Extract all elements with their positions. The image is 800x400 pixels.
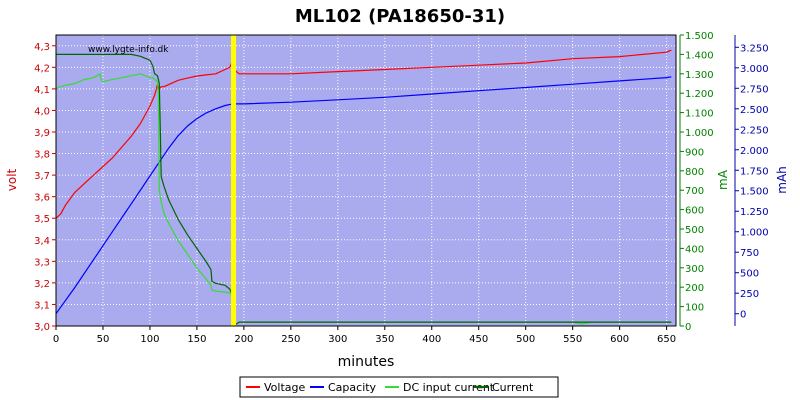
mah-tick-label: 0 (740, 310, 746, 321)
x-tick-label: 350 (375, 334, 394, 345)
ma-tick-label: 200 (685, 283, 704, 294)
volt-tick-label: 3,4 (34, 236, 50, 247)
volt-tick-label: 3,0 (34, 322, 50, 333)
x-axis-ticks: 0 50 100 150 200 250 300 350 400 450 500 550 600 650 (53, 326, 676, 345)
ma-tick-label: 1.300 (685, 70, 714, 81)
volt-tick-label: 4,0 (34, 106, 50, 117)
mah-tick-label: 1.750 (740, 166, 769, 177)
x-tick-label: 500 (516, 334, 535, 345)
ma-axis-label: mA (716, 169, 730, 190)
mah-tick-label: 1.500 (740, 187, 769, 198)
x-tick-label: 450 (469, 334, 488, 345)
chart-title: ML102 (PA18650-31) (295, 6, 505, 27)
volt-tick-label: 3,3 (34, 257, 50, 268)
ma-tick-label: 300 (685, 264, 704, 275)
volt-tick-label: 3,1 (34, 300, 50, 311)
x-axis-label: minutes (338, 354, 395, 370)
ma-tick-label: 900 (685, 147, 704, 158)
volt-tick-label: 4,1 (34, 85, 50, 96)
mah-tick-label: 750 (740, 248, 759, 259)
x-tick-label: 400 (422, 334, 441, 345)
mah-tick-label: 2.250 (740, 125, 769, 136)
ma-tick-label: 1.100 (685, 109, 714, 120)
legend-label: Current (492, 381, 534, 394)
volt-tick-label: 3,9 (34, 128, 50, 139)
series-line-capacity (55, 76, 672, 315)
ma-tick-label: 1.400 (685, 50, 714, 61)
x-tick-label: 550 (563, 334, 582, 345)
ma-tick-label: 0 (685, 322, 691, 333)
ma-tick-label: 1.500 (685, 31, 714, 42)
x-tick-label: 250 (281, 334, 300, 345)
volt-tick-label: 4,3 (34, 42, 50, 53)
volt-axis-label: volt (5, 168, 19, 191)
volt-tick-label: 3,2 (34, 279, 50, 290)
plot-area (56, 35, 676, 326)
volt-tick-label: 3,7 (34, 171, 50, 182)
x-tick-label: 600 (610, 334, 629, 345)
mah-tick-label: 2.500 (740, 105, 769, 116)
ma-tick-label: 800 (685, 167, 704, 178)
ma-tick-label: 100 (685, 303, 704, 314)
ma-tick-label: 700 (685, 186, 704, 197)
x-tick-label: 300 (328, 334, 347, 345)
mah-tick-label: 2.750 (740, 84, 769, 95)
plot-border (55, 34, 677, 327)
mah-tick-label: 1.000 (740, 228, 769, 239)
legend-label: DC input current (403, 381, 495, 394)
ma-tick-label: 500 (685, 225, 704, 236)
legend-label: Capacity (328, 381, 377, 394)
mah-tick-label: 2.000 (740, 146, 769, 157)
x-tick-label: 650 (657, 334, 676, 345)
ma-tick-label: 400 (685, 244, 704, 255)
x-tick-label: 100 (140, 334, 159, 345)
mah-tick-label: 500 (740, 269, 759, 280)
mah-axis-label: mAh (775, 166, 789, 194)
series-line-current (56, 53, 672, 327)
watermark-text: www.lygte-info.dk (88, 45, 169, 55)
volt-tick-label: 4,2 (34, 63, 50, 74)
mah-tick-label: 1.250 (740, 207, 769, 218)
volt-tick-label: 3,6 (34, 193, 50, 204)
mah-tick-label: 3.250 (740, 43, 769, 54)
x-tick-label: 200 (234, 334, 253, 345)
ma-tick-label: 1.000 (685, 128, 714, 139)
ma-axis-ticks: 0 100 200 300 400 500 600 700 800 900 1.000 1.100 1.… (680, 31, 714, 333)
series-lines (55, 49, 672, 327)
volt-tick-label: 3,8 (34, 150, 50, 161)
mah-tick-label: 3.000 (740, 64, 769, 75)
legend-label: Voltage (264, 381, 305, 394)
ma-tick-label: 1.200 (685, 89, 714, 100)
series-line-voltage (55, 49, 672, 219)
ma-tick-label: 600 (685, 206, 704, 217)
volt-tick-label: 3,5 (34, 214, 50, 225)
x-tick-label: 0 (53, 334, 59, 345)
mah-tick-label: 250 (740, 289, 759, 300)
volt-axis-ticks: 3,0 3,1 3,2 3,3 3,4 3,5 3,6 3,7 3,8 3,9 4,0 4,1 4,2 4… (34, 42, 56, 333)
charge-stop-marker (231, 35, 237, 326)
mah-axis-ticks: 0 250 500 750 1.000 1.250 1.500 1.750 2.000 2.250… (735, 43, 769, 321)
x-tick-label: 150 (187, 334, 206, 345)
x-tick-label: 50 (97, 334, 110, 345)
